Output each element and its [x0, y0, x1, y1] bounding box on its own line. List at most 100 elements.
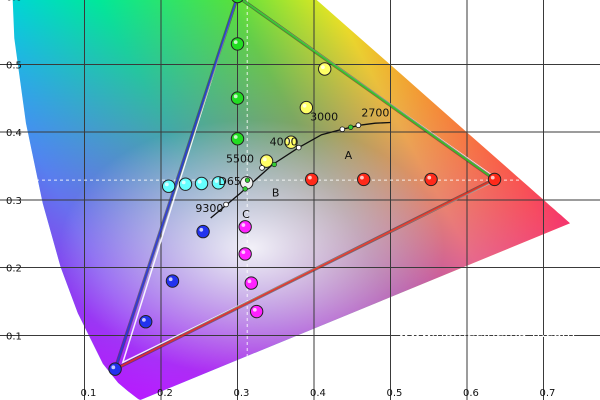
measurement-point-yellow: [299, 100, 314, 115]
point-ball: [139, 315, 153, 329]
point-ball: [230, 132, 245, 146]
x-tick-label: 0.1: [81, 388, 97, 399]
illuminant-label: C: [242, 208, 250, 221]
locus-temperature-label: 3000: [310, 110, 338, 123]
point-ball: [249, 304, 264, 319]
point-ball: [165, 274, 180, 288]
locus-marker: [339, 126, 346, 133]
x-tick-label: 0.2: [157, 388, 173, 399]
locus-temperature-label: 5500: [226, 152, 254, 165]
watermark: www.homecinema-fr.com: [398, 325, 575, 341]
point-highlight: [308, 175, 312, 180]
locus-temperature-label: 4000: [270, 136, 298, 149]
point-ball: [305, 172, 319, 187]
point-ball: [244, 276, 258, 290]
locus-marker: [259, 165, 265, 171]
measurement-point-yellow: [318, 62, 332, 76]
point-highlight: [181, 180, 186, 185]
point-ball: [230, 37, 245, 51]
point-highlight: [490, 175, 495, 180]
measurement-point-cyan: [161, 179, 176, 193]
point-highlight: [427, 175, 432, 180]
measurement-point-red: [424, 172, 438, 187]
illuminant-label: D65: [218, 175, 240, 188]
x-tick-label: 0.7: [540, 388, 556, 399]
locus-marker: [295, 144, 302, 151]
point-highlight: [241, 250, 246, 255]
measurement-point-red: [305, 172, 319, 187]
illuminant-label: A: [345, 149, 353, 162]
point-highlight: [252, 307, 257, 312]
measurement-point-green: [230, 91, 245, 105]
measured-gamut-edge: [114, 178, 495, 370]
point-ball: [178, 177, 193, 191]
y-tick-label: 0.3: [6, 196, 22, 207]
point-ball: [238, 247, 252, 261]
measured-gamut-edge: [241, 0, 496, 181]
x-tick-label: 0.6: [463, 388, 479, 399]
point-highlight: [233, 135, 238, 139]
measurement-point-blue: [196, 224, 210, 239]
point-ball: [238, 220, 252, 234]
measurement-point-blue: [165, 274, 180, 288]
illuminant-marker: [242, 186, 248, 192]
illuminant-label: B: [272, 186, 280, 199]
y-tick-label: 0.1: [6, 331, 22, 342]
point-ball: [230, 91, 245, 105]
measurement-point-red: [357, 172, 371, 187]
measurement-point-blue: [139, 315, 153, 329]
y-tick-label: 0.5: [6, 60, 22, 71]
measurement-point-blue: [108, 362, 122, 376]
measurement-point-red: [487, 172, 502, 187]
point-highlight: [142, 318, 146, 322]
locus-marker: [355, 122, 362, 129]
illuminant-marker: [271, 161, 277, 168]
measurement-point-magenta: [238, 247, 252, 261]
point-highlight: [241, 223, 246, 227]
annotation-labels: 9300 5500 4000 3000 2700 A B C D65: [195, 106, 389, 221]
locus-temperature-label: 9300: [195, 202, 223, 215]
illuminant-marker: [348, 124, 354, 130]
measurement-point-magenta: [238, 220, 252, 234]
point-ball: [194, 176, 209, 191]
x-tick-label: 0.4: [310, 388, 326, 399]
point-ball: [487, 172, 502, 187]
point-ball: [318, 62, 332, 76]
point-ball: [161, 179, 176, 193]
measurement-point-cyan: [178, 177, 193, 191]
locus-marker: [223, 201, 229, 208]
point-highlight: [111, 365, 116, 370]
gamut-triangles: [113, 0, 500, 371]
point-highlight: [287, 138, 292, 143]
x-tick-label: 0.5: [387, 388, 403, 399]
measured-gamut-edge: [114, 0, 238, 370]
measurement-point-green: [230, 132, 245, 146]
point-highlight: [302, 103, 307, 108]
point-ball: [196, 224, 210, 239]
point-ball: [231, 0, 244, 4]
point-highlight: [233, 94, 238, 99]
point-highlight: [262, 157, 267, 162]
x-tick-label: 0.3: [234, 388, 250, 399]
point-ball: [357, 172, 371, 187]
illuminant-marker: [244, 177, 251, 183]
locus-temperature-label: 2700: [361, 106, 389, 119]
point-highlight: [247, 279, 252, 284]
measurement-point-green: [231, 0, 244, 4]
measurement-point-yellow: [284, 135, 298, 149]
measurement-point-cyan: [211, 176, 226, 190]
point-highlight: [197, 179, 202, 184]
measurement-point-cyan: [194, 176, 209, 191]
point-highlight: [164, 182, 169, 187]
point-highlight: [168, 277, 173, 282]
y-tick-label: 0.2: [6, 264, 22, 275]
y-tick-label: 0.6: [6, 0, 22, 4]
point-highlight: [214, 179, 219, 183]
axis-tick-labels: 0.10.20.30.40.50.60.70.10.20.30.40.50.60…: [6, 0, 555, 399]
point-ball: [424, 172, 438, 187]
measurement-point-magenta: [249, 304, 264, 319]
point-highlight: [199, 227, 204, 232]
